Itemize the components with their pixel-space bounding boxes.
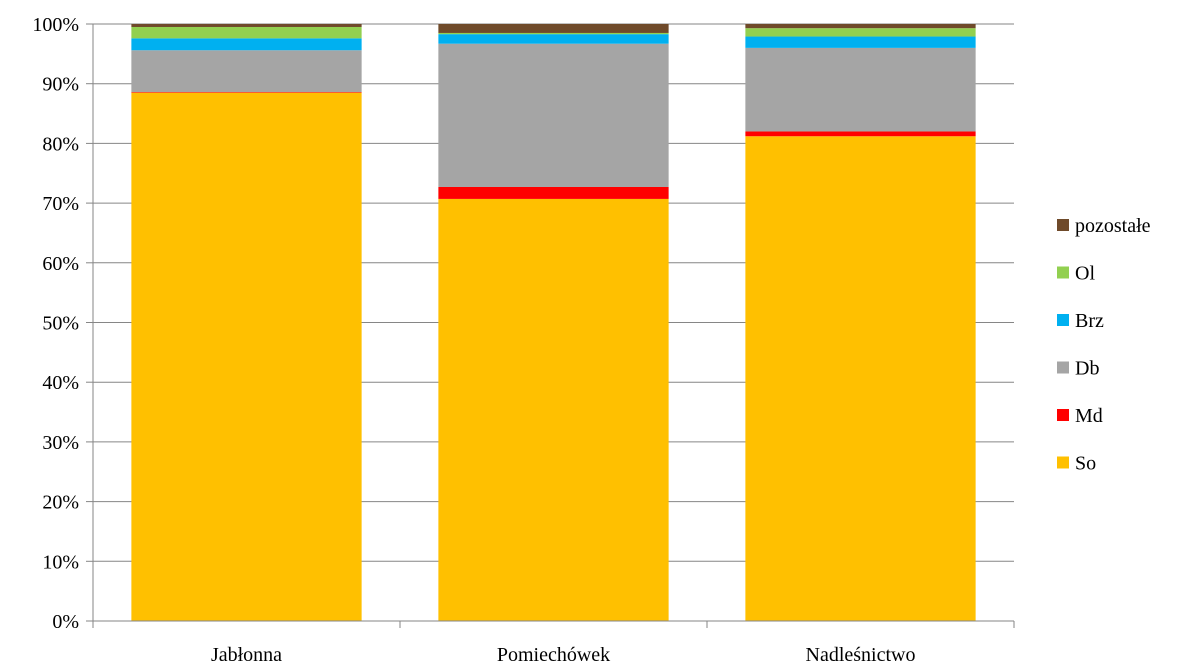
legend-label: So (1075, 453, 1096, 475)
x-tick-label: Pomiechówek (497, 644, 610, 664)
bar-segment (438, 43, 669, 187)
bar-segment (131, 24, 362, 27)
bar-segment (745, 28, 976, 37)
y-tick-label: 40% (42, 372, 79, 394)
bars (131, 24, 976, 621)
legend-label: pozostałe (1075, 215, 1151, 237)
y-tick-label: 90% (42, 74, 79, 96)
y-tick-label: 100% (32, 14, 79, 36)
bar-segment (438, 32, 669, 35)
y-tick-label: 20% (42, 492, 79, 514)
legend-swatch (1057, 314, 1069, 326)
bar-segment (131, 50, 362, 93)
x-tick-label: Nadleśnictwo (806, 644, 916, 664)
bar-segment (745, 47, 976, 132)
bar-segment (438, 24, 669, 33)
legend: pozostałe Ol Brz Db Md So (1057, 215, 1151, 475)
y-tick-label: 0% (52, 611, 79, 633)
bar-segment (745, 24, 976, 29)
y-tick-label: 50% (42, 313, 79, 335)
legend-item: So (1057, 453, 1096, 475)
bar-segment (745, 36, 976, 48)
bar-segment (438, 34, 669, 44)
bar-segment (745, 131, 976, 137)
legend-item: Md (1057, 405, 1103, 427)
legend-label: Md (1075, 405, 1103, 427)
y-tick-label: 10% (42, 551, 79, 573)
legend-label: Ol (1075, 263, 1095, 285)
x-tick-label: Jabłonna (211, 644, 282, 664)
legend-swatch (1057, 456, 1069, 469)
bar-segment (438, 198, 669, 621)
y-tick-label: 60% (42, 253, 79, 275)
legend-swatch (1057, 361, 1069, 374)
bar-segment (745, 136, 976, 621)
bar-segment (438, 186, 669, 199)
legend-swatch (1057, 409, 1069, 421)
x-axis-ticks: Jabłonna Pomiechówek Nadleśnictwo (92, 621, 1015, 664)
y-tick-label: 80% (42, 133, 79, 155)
bar-segment (131, 38, 362, 51)
legend-label: Brz (1075, 310, 1104, 332)
bar-segment (131, 26, 362, 39)
legend-item: Brz (1057, 310, 1104, 332)
legend-item: pozostałe (1057, 215, 1151, 237)
bar-segment (131, 92, 362, 621)
y-tick-label: 30% (42, 432, 79, 454)
legend-swatch (1057, 266, 1069, 279)
legend-label: Db (1075, 358, 1099, 380)
bar-segment (131, 92, 362, 93)
legend-swatch (1057, 219, 1069, 231)
y-axis-ticks: 0% 10% 20% 30% 40% 50% 60% 70% 80% 90% 100% (32, 14, 93, 633)
legend-item: Db (1057, 358, 1099, 380)
y-tick-label: 70% (42, 193, 79, 215)
legend-item: Ol (1057, 263, 1095, 285)
